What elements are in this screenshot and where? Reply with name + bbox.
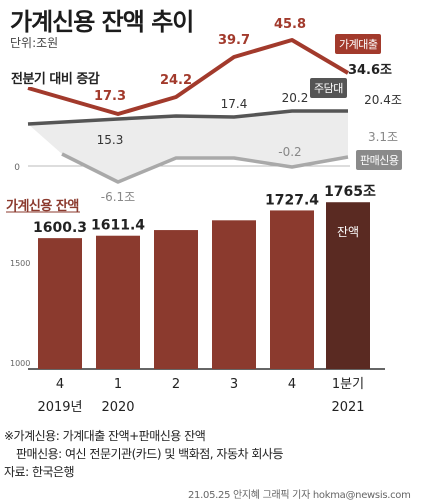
balance-section-label: 가계신용 잔액 [6,199,79,214]
footnote-source: 자료: 한국은행 [4,465,75,479]
data-label: 20.4조 [364,93,402,107]
shaded-band [28,111,348,182]
data-label: -6.1조 [101,190,135,204]
bar-0 [38,238,82,369]
x-tick-label: 2 [172,377,180,392]
data-label: 3.1조 [368,130,398,144]
footnote-line-2: 판매신용: 여신 전문기관(카드) 및 백화점, 자동차 회사등 [16,447,284,461]
bar-value-label: 1611.4 [91,218,145,234]
x-tick-label: 4 [288,377,296,392]
y-tick-label: 1000 [10,359,30,368]
x-tick-label: 3 [230,377,238,392]
balance-bar-chart: 1500 1000 1600.3 4 2019년 1611.4 1 2020 2 3 1727.4 4… [6,184,385,415]
bar-value-label: 1765조 [324,184,376,200]
chart-title: 가계신용 잔액 추이 [10,8,194,36]
y-tick-label: 1500 [10,259,30,268]
data-label: 24.2 [160,73,192,88]
data-label: 34.6조 [348,63,392,78]
series-line-household-loan [27,38,350,116]
data-label: 17.3 [94,89,126,104]
bar-1 [96,235,140,369]
y-tick-label: 0 [14,163,20,173]
legend-household-loan: 가계대출 [335,34,382,54]
x-tick-label: 1 [114,377,122,392]
year-label: 2020 [101,400,134,415]
credit-line: 21.05.25 안지혜 그래픽 기자 hokma@newsis.com [188,490,411,501]
unit-label: 단위:조원 [10,36,59,50]
bar-value-label: 1727.4 [265,192,319,208]
bar-3 [212,220,256,369]
data-label: 15.3 [97,133,124,147]
legend-mortgage: 주담대 [310,78,347,98]
bar-2 [154,230,198,369]
footnote-line-1: ※가계신용: 가계대출 잔액+판매신용 잔액 [4,429,206,443]
quarterly-change-label: 전분기 대비 증감 [8,68,103,87]
bar-value-label: 1600.3 [33,220,87,236]
series-line-mortgage [27,109,348,126]
data-label: -0.2 [278,145,301,159]
data-label: 20.2 [282,91,309,105]
data-label: 39.7 [218,33,250,48]
x-tick-label: 1분기 [332,377,364,392]
balance-tag: 잔액 [337,225,359,239]
bar-4 [270,210,314,369]
quarterly-change-chart: 0 17.3 24.2 39.7 45.8 34.6조 15.3 17.4 20.2 20.4조 -… [14,17,402,204]
data-label: 45.8 [274,17,306,32]
bar-5 [326,202,370,369]
legend-sales-credit: 판매신용 [356,150,403,170]
year-label: 2021 [331,400,364,415]
x-tick-label: 4 [56,377,64,392]
series-line-sales-credit [61,152,349,184]
data-label: 17.4 [221,97,248,111]
year-label: 2019년 [37,400,82,415]
